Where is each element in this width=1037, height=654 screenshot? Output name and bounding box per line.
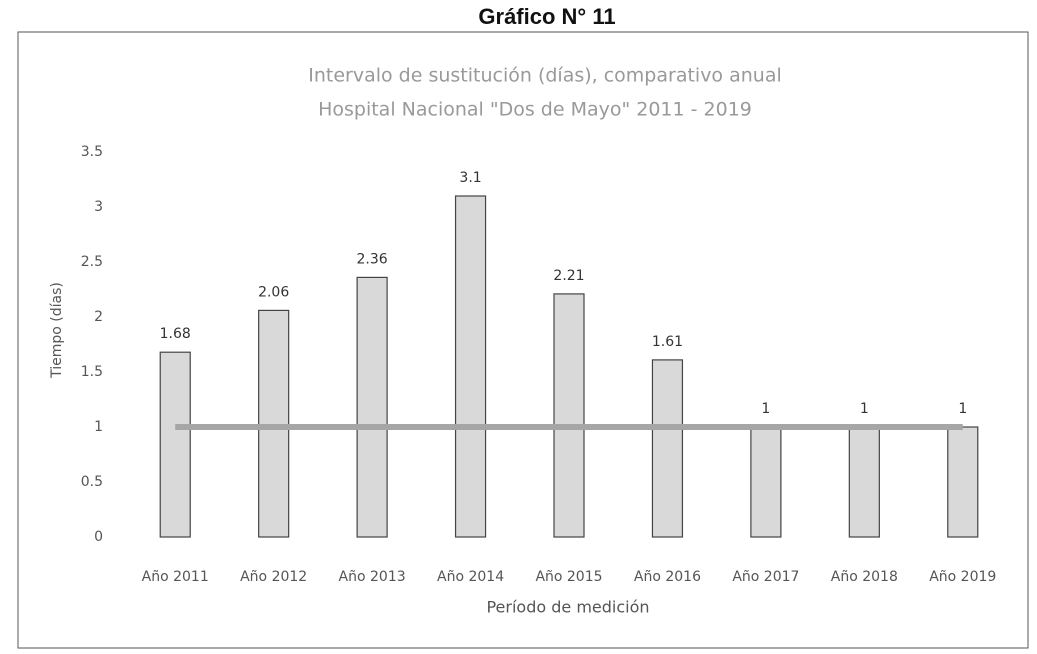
bar <box>553 293 585 538</box>
x-tick-label: Año 2013 <box>339 569 406 585</box>
data-label: 1.61 <box>652 334 683 350</box>
y-tick-label: 0 <box>94 529 103 545</box>
y-tick-label: 1 <box>94 419 103 435</box>
data-label: 1.68 <box>160 326 191 342</box>
chart-subtitle: Hospital Nacional "Dos de Mayo" 2011 - 2… <box>318 99 752 121</box>
y-tick-label: 1.5 <box>81 364 103 380</box>
data-label: 1 <box>860 401 869 417</box>
x-tick-label: Año 2016 <box>634 569 701 585</box>
data-label: 2.36 <box>357 251 388 267</box>
x-tick-label: Año 2017 <box>732 569 799 585</box>
data-label: 3.1 <box>459 170 481 186</box>
header: Gráfico N° 11 <box>478 4 615 29</box>
x-tick-label: Año 2014 <box>437 569 504 585</box>
x-axis-title: Período de medición <box>486 598 649 617</box>
y-tick-label: 3 <box>94 199 103 215</box>
y-axis-title: Tiempo (días) <box>49 282 65 379</box>
bar <box>947 426 979 538</box>
bar <box>848 426 880 538</box>
data-label: 2.06 <box>258 284 289 300</box>
x-tick-label: Año 2019 <box>929 569 996 585</box>
bar <box>454 195 487 538</box>
x-tick-label: Año 2018 <box>831 569 898 585</box>
data-label: 2.21 <box>553 268 584 284</box>
data-label: 1 <box>958 401 967 417</box>
y-tick-label: 2 <box>94 309 103 325</box>
x-tick-label: Año 2011 <box>142 569 209 585</box>
chart-frame <box>17 31 1029 649</box>
y-tick-label: 2.5 <box>81 254 103 270</box>
bar <box>651 359 684 538</box>
bar <box>159 351 191 538</box>
y-tick-label: 3.5 <box>81 144 103 160</box>
bar <box>258 309 290 538</box>
x-tick-label: Año 2012 <box>240 569 307 585</box>
chart-title: Intervalo de sustitución (días), compara… <box>308 65 782 87</box>
bar <box>356 276 388 538</box>
data-label: 1 <box>761 401 770 417</box>
x-tick-label: Año 2015 <box>535 569 602 585</box>
y-tick-label: 0.5 <box>81 474 103 490</box>
bar <box>750 426 782 538</box>
